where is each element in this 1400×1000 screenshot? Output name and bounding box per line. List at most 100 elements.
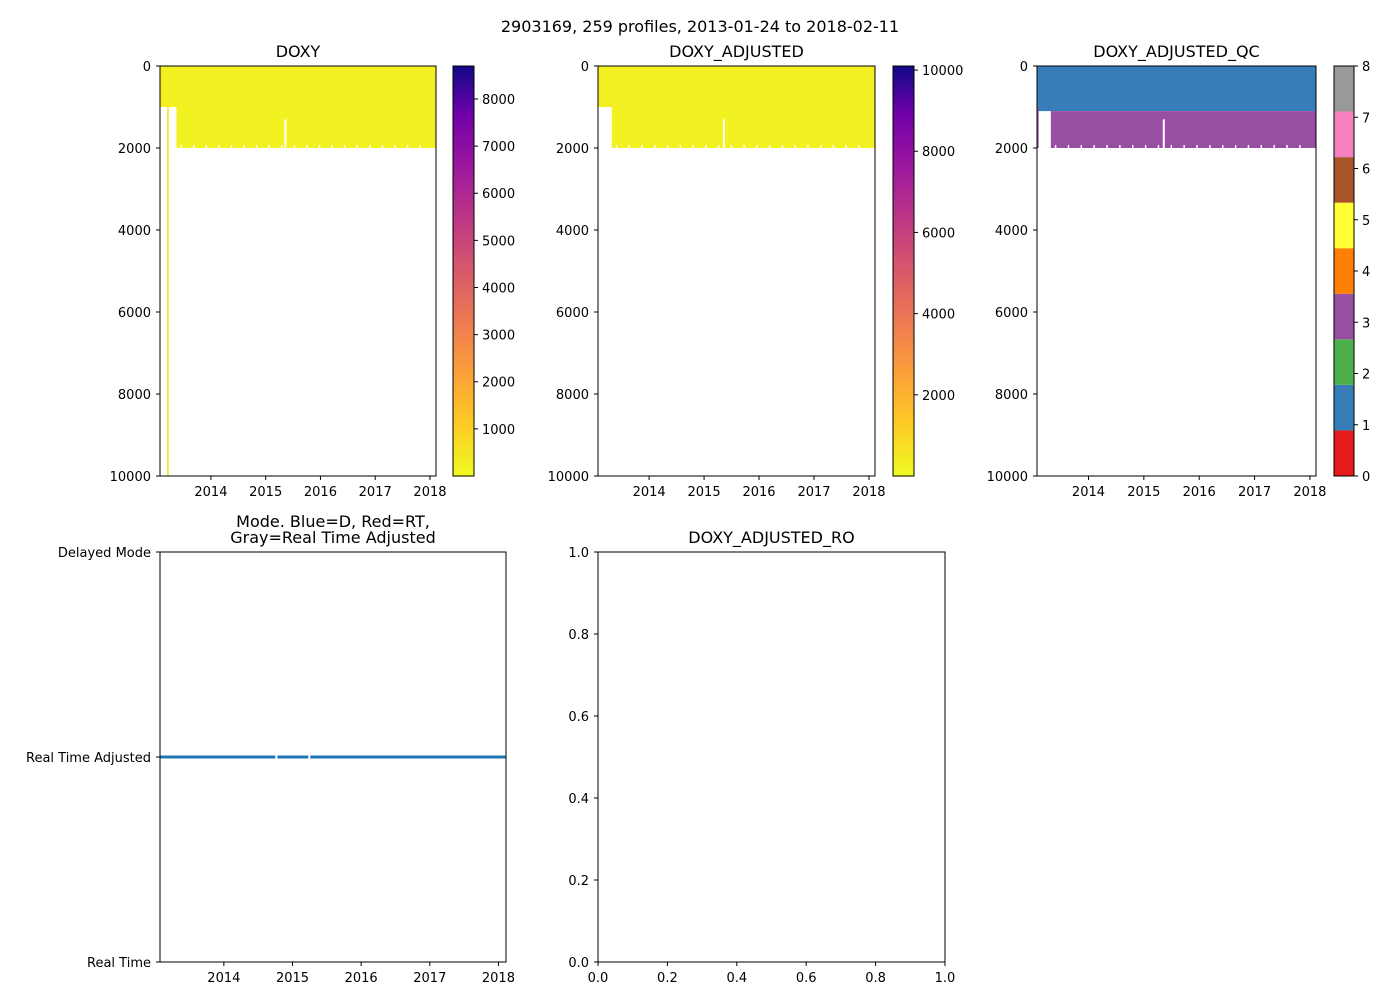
colorbar-segment xyxy=(453,394,474,400)
colorbar-segment xyxy=(893,322,914,328)
x-tick-label: 2015 xyxy=(276,971,309,986)
colorbar-segment xyxy=(893,199,914,205)
profile-gap-tick xyxy=(1299,145,1301,148)
colorbar-segment xyxy=(893,368,914,375)
x-tick-label: 2018 xyxy=(482,971,515,986)
colorbar-swatch xyxy=(1334,384,1354,431)
colorbar-segment xyxy=(893,137,914,144)
y-tick-label: Real Time Adjusted xyxy=(26,751,151,766)
colorbar-tick-label: 2000 xyxy=(922,389,955,404)
x-tick-label: 2018 xyxy=(1293,485,1326,500)
profile-gap-tick xyxy=(1183,145,1185,148)
data-cell xyxy=(1037,107,1039,148)
colorbar-segment xyxy=(893,194,914,200)
x-tick-label: 0.0 xyxy=(588,971,609,986)
colorbar-segment xyxy=(453,358,474,364)
colorbar-segment xyxy=(893,404,914,410)
colorbar-segment xyxy=(893,383,914,390)
colorbar-segment xyxy=(453,296,474,303)
colorbar-segment xyxy=(893,337,914,344)
data-cell xyxy=(1050,111,1316,148)
colorbar-swatch xyxy=(1334,430,1354,476)
colorbar-segment xyxy=(453,122,474,129)
colorbar-segment xyxy=(893,306,914,313)
colorbar-segment xyxy=(453,214,474,221)
colorbar-segment xyxy=(893,470,914,477)
colorbar-segment xyxy=(453,465,474,472)
axes-title: DOXY_ADJUSTED_RO xyxy=(688,528,854,548)
y-tick-label: 4000 xyxy=(995,224,1028,239)
colorbar-segment xyxy=(893,107,914,113)
colorbar-tick-label: 2000 xyxy=(482,376,515,391)
data-cell xyxy=(176,107,436,148)
colorbar-segment xyxy=(453,440,474,446)
colorbar-segment xyxy=(453,470,474,477)
colorbar-segment xyxy=(893,394,914,400)
profile-gap-tick xyxy=(356,145,359,148)
colorbar-segment xyxy=(893,276,914,282)
colorbar-segment xyxy=(893,327,914,334)
colorbar-segment xyxy=(453,132,474,139)
x-tick-label: 2015 xyxy=(249,485,282,500)
profile-gap-tick xyxy=(832,145,835,148)
colorbar-segment xyxy=(893,96,914,103)
x-tick-label: 2014 xyxy=(1072,485,1105,500)
colorbar-tick-label: 3000 xyxy=(482,329,515,344)
x-tick-label: 2017 xyxy=(797,485,830,500)
colorbar-frame xyxy=(892,65,915,477)
colorbar-segment xyxy=(893,117,914,123)
axes-doxy_adjusted_ro: 0.0 0.2 0.4 0.6 0.8 1.0 0.0 0.2 0.4 0.6 0.8 1.0 DOXY… xyxy=(568,528,955,986)
colorbar-segment xyxy=(893,235,914,241)
colorbar-segment xyxy=(453,353,474,359)
colorbar-segment xyxy=(453,399,474,405)
y-tick-label: 6000 xyxy=(118,306,151,321)
y-tick-label: 10000 xyxy=(548,470,589,485)
colorbar-segment xyxy=(453,240,474,246)
colorbar-tick-label: 6000 xyxy=(482,187,515,202)
colorbar-segment xyxy=(893,101,914,108)
colorbar-segment xyxy=(453,317,474,323)
colorbar-segment xyxy=(453,281,474,287)
y-tick-label: Real Time xyxy=(87,956,151,971)
axes-doxy_adjusted: 2014 2015 2016 2017 2018 0 2000 4000 6000 8000 100… xyxy=(548,42,964,500)
x-tick-label: 2015 xyxy=(1127,485,1160,500)
axes-frame xyxy=(597,551,946,963)
colorbar-swatch xyxy=(1334,111,1354,158)
colorbar-segment xyxy=(453,250,474,257)
profile-gap-tick xyxy=(781,145,784,148)
colorbar-tick-label: 3 xyxy=(1362,316,1370,331)
colorbar-segment xyxy=(453,101,474,108)
colorbar-segment xyxy=(453,178,474,185)
x-tick-label: 0.8 xyxy=(865,971,886,986)
colorbar-tick-label: 8 xyxy=(1362,60,1370,75)
colorbar-segment xyxy=(893,142,914,149)
y-tick-label: 0 xyxy=(1020,60,1028,75)
colorbar-segment xyxy=(453,337,474,344)
colorbar-segment xyxy=(453,158,474,164)
colorbar-segment xyxy=(453,96,474,103)
y-tick-label: 4000 xyxy=(118,224,151,239)
colorbar-segment xyxy=(893,296,914,303)
colorbar-segment xyxy=(893,409,914,416)
x-tick-label: 0.6 xyxy=(796,971,817,986)
colorbar-swatch xyxy=(1334,157,1354,203)
x-tick-label: 2014 xyxy=(207,971,240,986)
colorbar-segment xyxy=(893,445,914,451)
colorbar-tick-label: 8000 xyxy=(922,145,955,160)
data-cell xyxy=(611,107,875,148)
data-cell xyxy=(1037,107,1316,112)
colorbar-segment xyxy=(453,245,474,252)
colorbar-segment xyxy=(453,260,474,267)
colorbar-segment xyxy=(893,291,914,298)
figure-title: 2903169, 259 profiles, 2013-01-24 to 201… xyxy=(501,17,899,36)
profile-gap-tick xyxy=(743,145,745,148)
axes-title: DOXY_ADJUSTED_QC xyxy=(1093,42,1259,62)
axes-title: DOXY_ADJUSTED xyxy=(669,42,804,62)
profile-gap-tick xyxy=(1196,145,1198,148)
colorbar-segment xyxy=(453,76,474,82)
x-tick-label: 2017 xyxy=(1238,485,1271,500)
colorbar-segment xyxy=(453,383,474,390)
colorbar-segment xyxy=(453,117,474,123)
colorbar-segment xyxy=(893,173,914,180)
colorbar-tick-label: 5 xyxy=(1362,214,1370,229)
